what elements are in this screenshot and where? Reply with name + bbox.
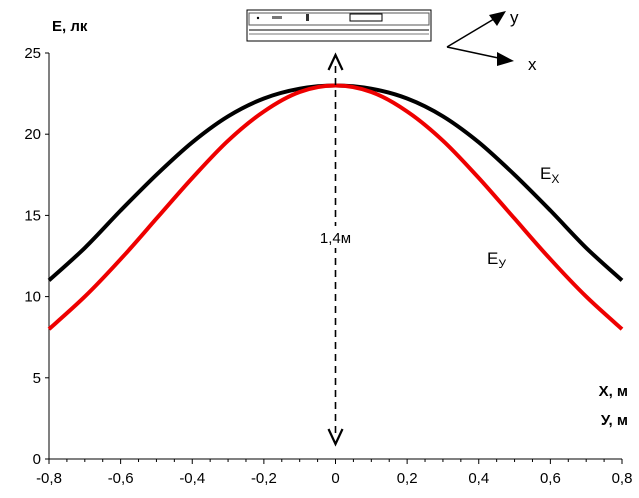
series-layer — [47, 83, 624, 331]
annotation-background — [309, 226, 362, 248]
height-annotation: 1,4м — [320, 230, 351, 247]
x-tick-label: 0,6 — [540, 470, 561, 487]
x-tick-label: 0,2 — [397, 470, 418, 487]
x-tick-label: -0,2 — [251, 470, 277, 487]
x-axis-label: X, м — [599, 383, 628, 400]
x-tick-label: -0,8 — [36, 470, 62, 487]
height-arrow — [327, 52, 344, 447]
x-axis-symbol: x — [528, 55, 537, 74]
y-tick-label: 0 — [33, 451, 41, 468]
series-label-ey: EУ — [487, 249, 506, 271]
y-tick-label: 20 — [24, 126, 41, 143]
series-label-ex: EX — [540, 164, 559, 186]
x-tick-label: -0,4 — [179, 470, 205, 487]
x-tick-label: 0,8 — [612, 470, 633, 487]
luminaire-icon — [246, 9, 432, 42]
y-tick-label: 5 — [33, 370, 41, 387]
y-axis-label: E, лк — [52, 18, 88, 35]
y-tick-label: 15 — [24, 207, 41, 224]
xy-axes-icon: y x — [446, 8, 537, 74]
arrow-head-top — [327, 52, 344, 71]
series-line-ey — [47, 83, 624, 331]
y-tick-label: 25 — [24, 45, 41, 62]
y-axis-horizontal-label: У, м — [601, 412, 628, 429]
x-tick-label: -0,6 — [108, 470, 134, 487]
x-tick-label: 0,4 — [468, 470, 489, 487]
axes: 0 5 10 15 20 25 -0,8 -0,6 -0,4 -0,2 0 0,2 0,4 0,6 0,8 — [24, 45, 632, 487]
y-tick-label: 10 — [24, 289, 41, 306]
x-tick-label: 0 — [331, 470, 339, 487]
arrow-head-bottom — [327, 428, 344, 447]
y-axis-symbol: y — [510, 8, 519, 27]
